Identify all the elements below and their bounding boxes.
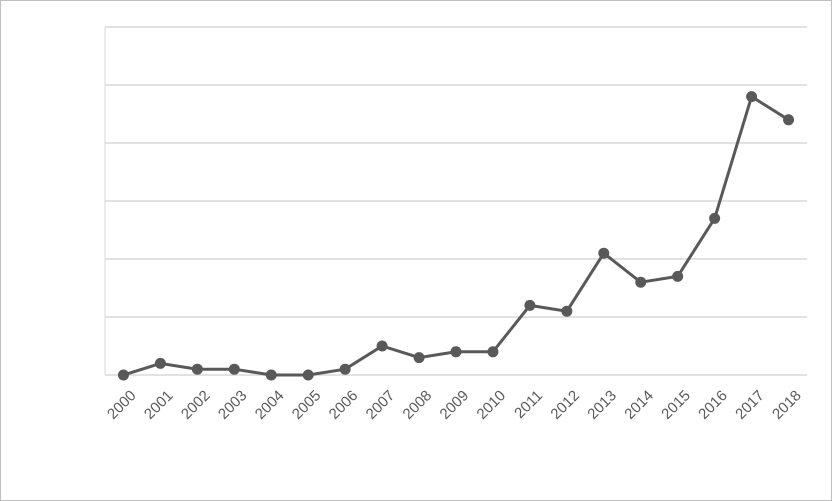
data-point <box>228 363 240 375</box>
data-point <box>117 369 129 381</box>
data-point <box>561 305 573 317</box>
data-point <box>154 357 166 369</box>
data-point <box>302 369 314 381</box>
data-point <box>524 299 536 311</box>
data-point <box>339 363 351 375</box>
data-point <box>598 247 610 259</box>
data-point <box>487 346 499 358</box>
data-point <box>746 91 758 103</box>
data-point <box>265 369 277 381</box>
data-point <box>413 352 425 364</box>
data-point <box>376 340 388 352</box>
data-point <box>191 363 203 375</box>
data-point <box>635 276 647 288</box>
data-point <box>709 212 721 224</box>
data-point <box>672 270 684 282</box>
data-point <box>450 346 462 358</box>
data-point <box>783 114 795 126</box>
